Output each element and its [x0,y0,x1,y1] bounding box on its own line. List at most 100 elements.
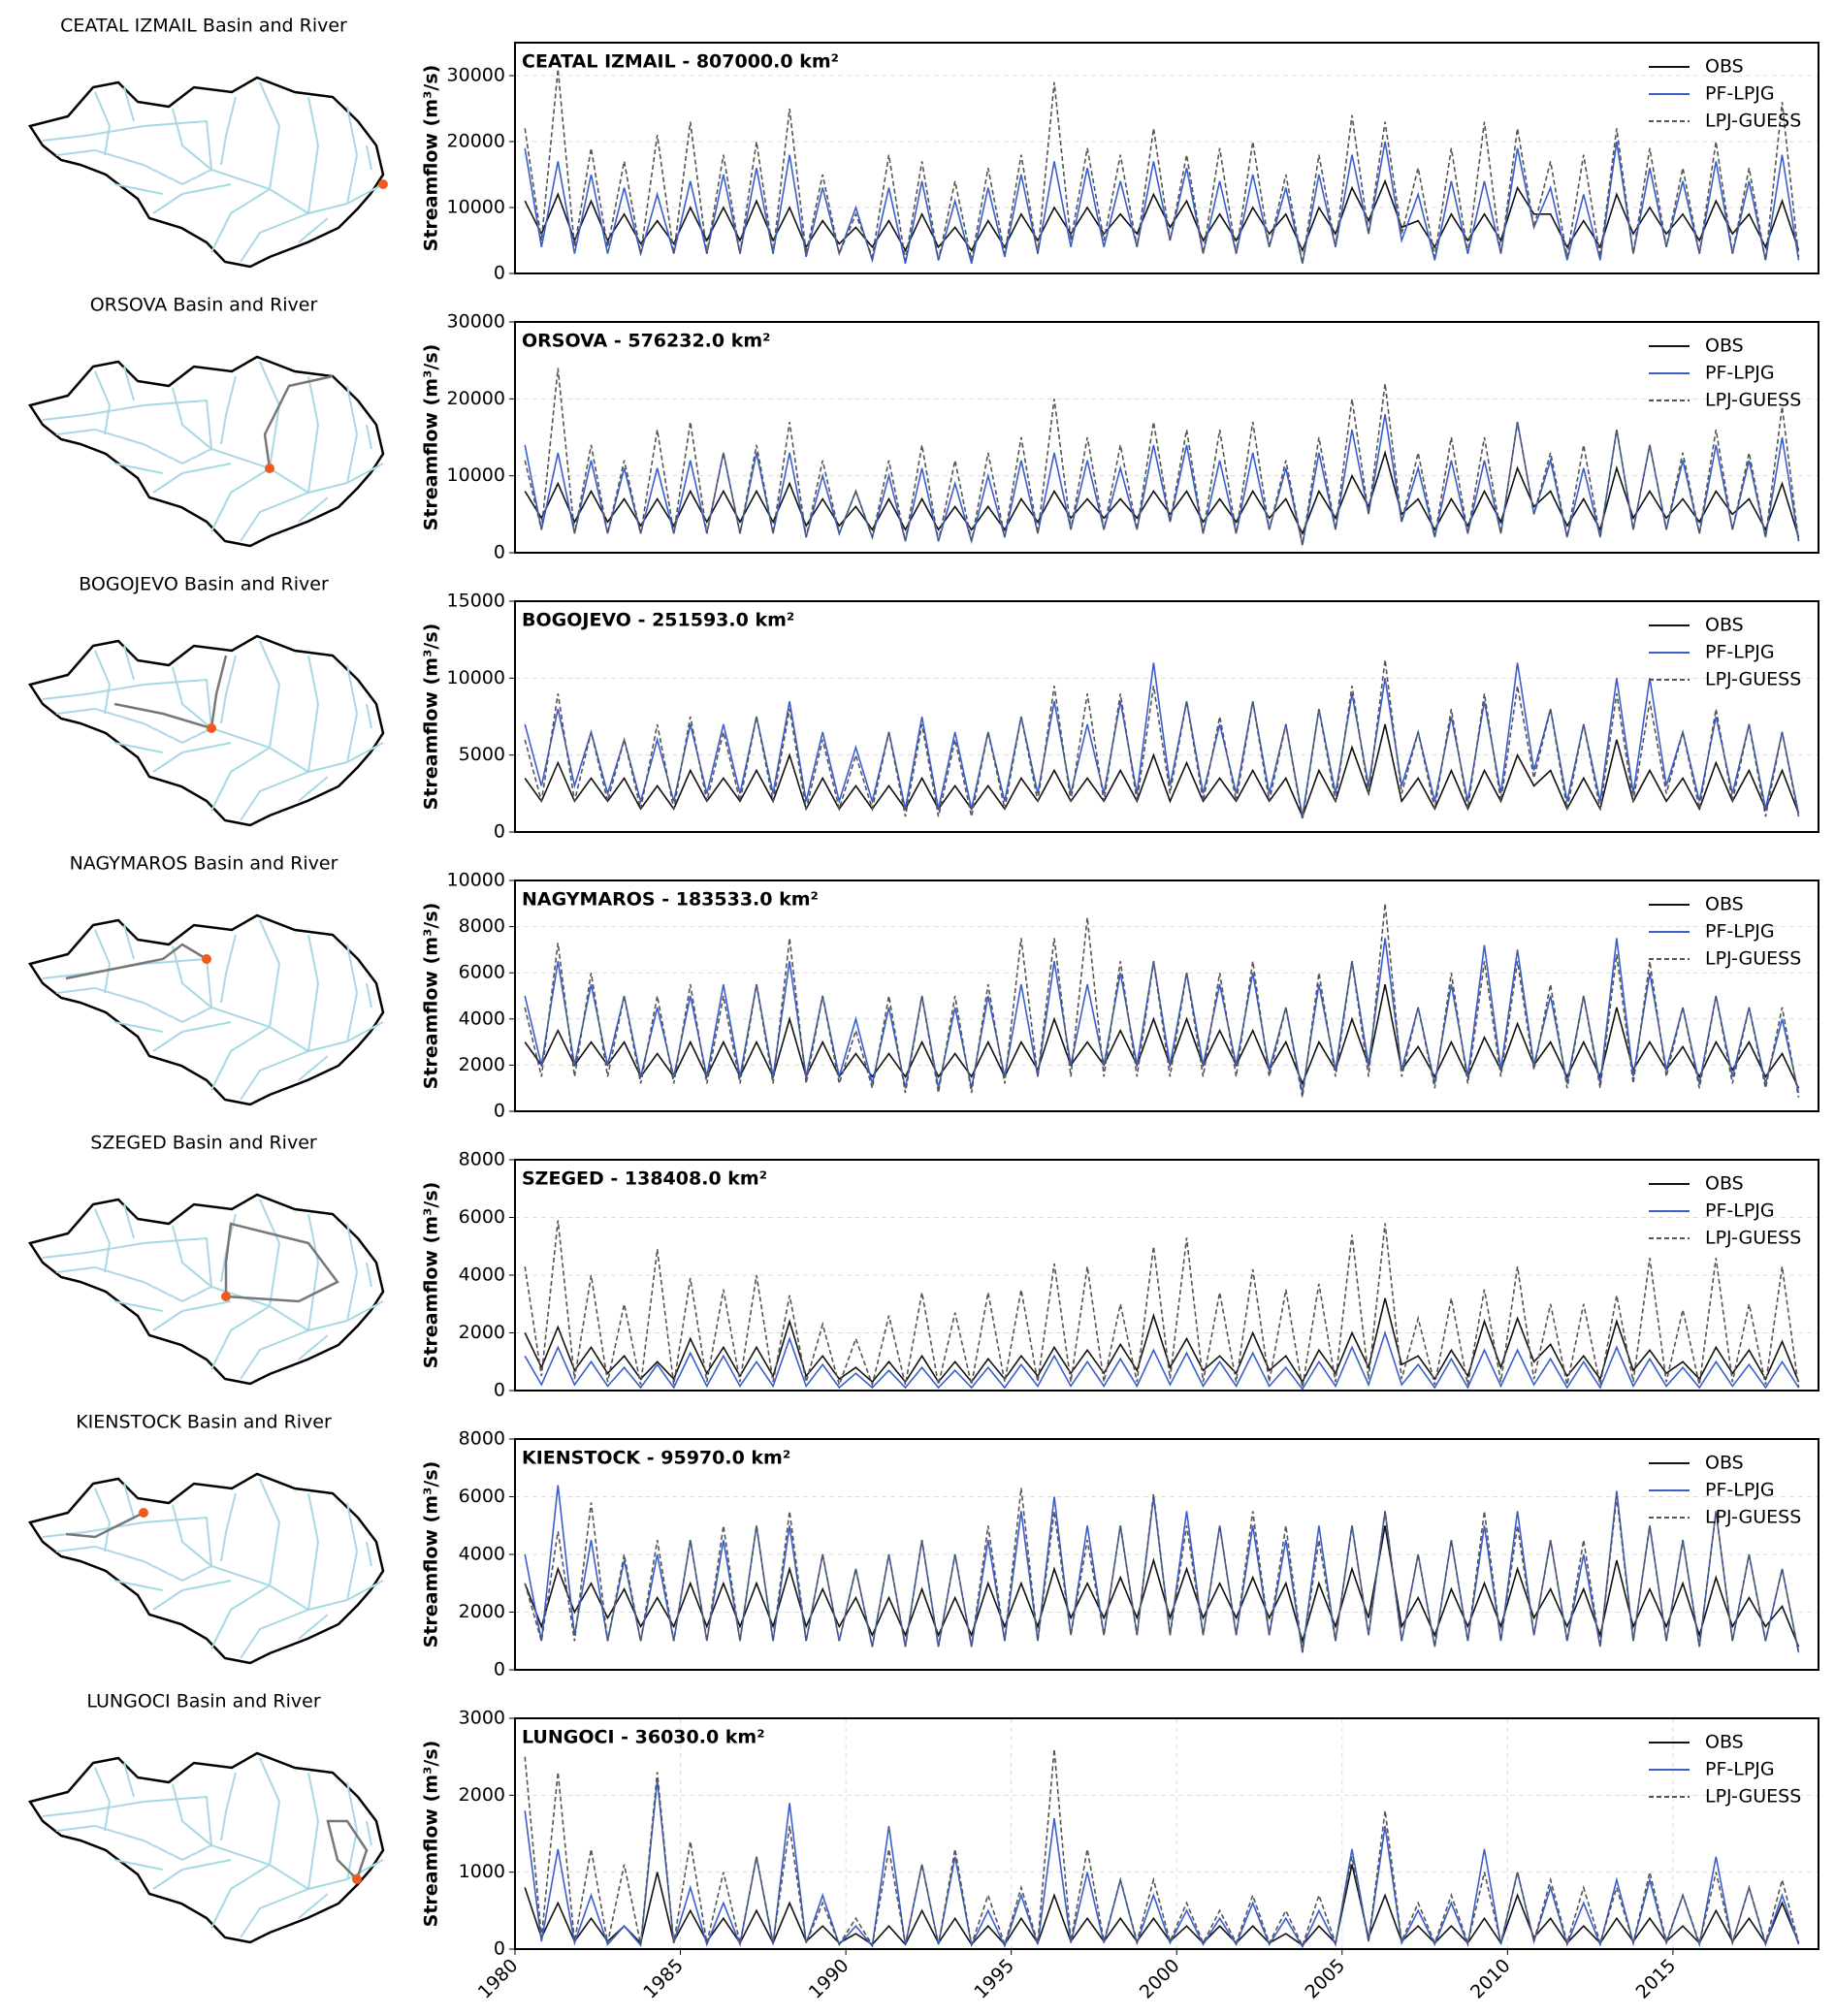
basin-outline [28,76,385,269]
y-tick-label: 20000 [447,388,505,409]
plot-frame [514,1717,1819,1950]
legend-label: LPJ-GUESS [1705,1228,1801,1249]
y-axis-label: Streamflow (m³/s) [421,1182,442,1369]
map-title: SZEGED Basin and River [90,1133,317,1154]
plot-frame [514,42,1819,274]
series-line [524,1779,1800,1949]
chart-title: BOGOJEVO - 251593.0 km² [522,610,794,631]
chart-title: NAGYMAROS - 183533.0 km² [522,889,819,911]
basin-map [28,634,385,827]
highlighted-river [65,943,208,980]
chart-title: ORSOVA - 576232.0 km² [522,331,770,352]
chart-title: CEATAL IZMAIL - 807000.0 km² [522,51,839,73]
y-tick-label: 10000 [447,667,505,688]
legend-label: PF-LPJG [1705,1759,1775,1780]
basin-outline [28,355,385,548]
y-axis-label: Streamflow (m³/s) [421,344,442,531]
y-tick-label: 6000 [459,1206,505,1228]
gauge-station [202,954,211,964]
series-line [524,178,1800,253]
legend-label: LPJ-GUESS [1705,111,1801,132]
x-tick-label: 1995 [970,1955,1018,2003]
gauge-station [221,1292,231,1301]
gauge-station [352,1874,362,1884]
legend-label: LPJ-GUESS [1705,669,1801,690]
y-tick-label: 10000 [447,197,505,218]
y-tick-label: 2000 [459,1322,505,1343]
series-line [524,1220,1800,1389]
plot-frame [514,1438,1819,1671]
y-tick-label: 8000 [459,1149,505,1170]
map-title: ORSOVA Basin and River [90,295,318,316]
series-line [524,1748,1800,1948]
highlighted-river [224,1222,339,1303]
legend-label: PF-LPJG [1705,1480,1775,1501]
basin-outline [28,634,385,827]
map-title: LUNGOCI Basin and River [86,1691,320,1712]
basin-map [28,1751,385,1944]
y-tick-label: 2000 [459,1601,505,1622]
chart-title: KIENSTOCK - 95970.0 km² [522,1448,790,1469]
basin-map [28,1472,385,1665]
y-tick-label: 2000 [459,1054,505,1075]
map-title: KIENSTOCK Basin and River [76,1412,332,1433]
legend-label: LPJ-GUESS [1705,1507,1801,1528]
plot-frame [514,600,1819,833]
basin-outline [28,1193,385,1386]
legend-label: OBS [1705,1453,1744,1474]
legend-label: PF-LPJG [1705,921,1775,943]
plot-frame [514,321,1819,554]
y-tick-label: 0 [494,1380,505,1401]
plot-frame [514,1159,1819,1392]
chart-title: LUNGOCI - 36030.0 km² [522,1727,765,1748]
y-tick-label: 0 [494,542,505,563]
legend-label: PF-LPJG [1705,363,1775,384]
basin-outline [28,1472,385,1665]
series-line [524,69,1800,264]
legend-label: LPJ-GUESS [1705,390,1801,411]
y-tick-label: 30000 [447,311,505,333]
legend-label: OBS [1705,615,1744,636]
plot-frame [514,880,1819,1112]
series-line [524,1297,1800,1384]
gauge-station [265,464,274,473]
y-tick-label: 6000 [459,962,505,983]
y-tick-label: 4000 [459,1544,505,1565]
y-axis-label: Streamflow (m³/s) [421,624,442,811]
legend-label: OBS [1705,894,1744,915]
y-tick-label: 5000 [459,744,505,765]
legend-label: LPJ-GUESS [1705,948,1801,970]
y-tick-label: 10000 [447,870,505,891]
x-tick-label: 2010 [1466,1955,1515,2003]
gauge-station [378,179,388,189]
basin-map [28,355,385,548]
y-tick-label: 20000 [447,131,505,152]
map-title: CEATAL IZMAIL Basin and River [60,16,347,37]
series-line [524,141,1800,265]
y-axis-label: Streamflow (m³/s) [421,1741,442,1928]
series-line [524,659,1800,820]
y-tick-label: 8000 [459,1428,505,1450]
series-line [524,368,1800,546]
basin-map [28,76,388,269]
series-line [524,414,1800,546]
y-axis-label: Streamflow (m³/s) [421,1461,442,1648]
legend-label: OBS [1705,56,1744,78]
y-tick-label: 0 [494,1938,505,1960]
y-tick-label: 4000 [459,1264,505,1286]
x-tick-label: 2015 [1632,1955,1681,2003]
x-tick-label: 1985 [639,1955,688,2003]
series-line [524,723,1800,819]
map-title: NAGYMAROS Basin and River [70,853,338,875]
y-axis-label: Streamflow (m³/s) [421,903,442,1090]
y-tick-label: 4000 [459,1008,505,1029]
gauge-station [139,1508,148,1518]
series-line [524,662,1800,817]
legend-label: PF-LPJG [1705,83,1775,105]
legend-label: LPJ-GUESS [1705,1786,1801,1808]
series-line [524,450,1800,538]
y-tick-label: 8000 [459,915,505,937]
x-tick-label: 1980 [474,1955,523,2003]
y-tick-label: 6000 [459,1486,505,1507]
